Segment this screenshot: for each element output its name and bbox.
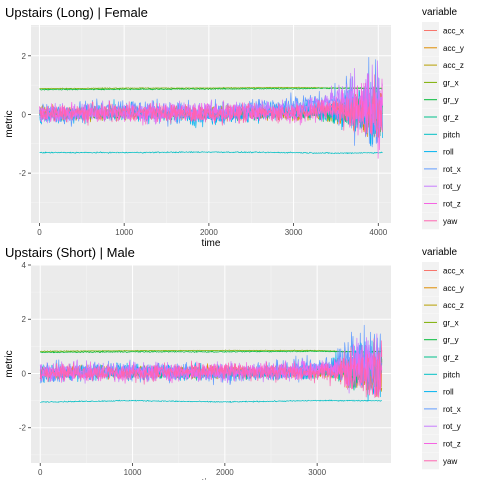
- legend-label-rot_y: rot_y: [443, 422, 461, 431]
- legend-title: variable: [422, 7, 457, 18]
- legend-label-gr_x: gr_x: [443, 318, 459, 327]
- y-tick-label: 4: [22, 261, 27, 270]
- legend-label-gr_x: gr_x: [443, 78, 459, 87]
- x-tick-label: 0: [37, 228, 42, 237]
- chart-panel-0: Upstairs (Long) | Female 0 1000 2000 3000 400…: [4, 5, 464, 249]
- y-axis-title: metric: [4, 350, 15, 377]
- legend-label-roll: roll: [443, 388, 454, 397]
- series-line-rot_z: [39, 73, 383, 159]
- legend-label-yaw: yaw: [443, 457, 457, 466]
- legend-label-acc_x: acc_x: [443, 27, 464, 36]
- y-tick-label: 0: [22, 369, 27, 378]
- series-line-pitch: [39, 151, 383, 155]
- legend-label-rot_x: rot_x: [443, 405, 461, 414]
- chart-title: Upstairs (Short) | Male: [5, 245, 135, 260]
- series-line-pitch: [40, 399, 382, 403]
- legend-label-acc_x: acc_x: [443, 267, 464, 276]
- y-tick-label: 0: [22, 110, 27, 119]
- legend-label-pitch: pitch: [443, 370, 460, 379]
- series-line-rot_y: [39, 60, 383, 131]
- legend-label-acc_y: acc_y: [443, 44, 464, 53]
- series-line-yaw: [39, 338, 383, 398]
- legend-label-yaw: yaw: [443, 217, 457, 226]
- legend-label-gr_y: gr_y: [443, 336, 459, 345]
- y-tick-label: -2: [19, 424, 27, 433]
- legend-label-roll: roll: [443, 148, 454, 157]
- y-tick-label: 2: [22, 52, 27, 61]
- series-group: [39, 324, 383, 403]
- x-axis-title: time: [202, 238, 221, 249]
- legend-label-pitch: pitch: [443, 130, 460, 139]
- series-line-gr_x: [40, 349, 382, 353]
- chart-panel-1: Upstairs (Short) | Male 0 1000 2000 3000 -2 0 2…: [4, 245, 464, 485]
- legend-label-gr_z: gr_z: [443, 113, 459, 122]
- legend-label-gr_z: gr_z: [443, 353, 459, 362]
- series-group: [39, 57, 383, 159]
- legend-label-rot_z: rot_z: [443, 200, 461, 209]
- chart-title: Upstairs (Long) | Female: [5, 5, 148, 20]
- x-tick-label: 2000: [200, 228, 218, 237]
- x-tick-label: 2000: [216, 468, 234, 477]
- x-tick-label: 3000: [285, 228, 303, 237]
- legend-label-acc_z: acc_z: [443, 61, 464, 70]
- x-tick-label: 1000: [124, 468, 142, 477]
- y-tick-label: -2: [19, 169, 27, 178]
- legend-label-gr_y: gr_y: [443, 96, 459, 105]
- y-axis-title: metric: [4, 110, 15, 137]
- legend-label-rot_z: rot_z: [443, 440, 461, 449]
- series-line-yaw: [39, 74, 383, 138]
- legend-title: variable: [422, 247, 457, 258]
- legend-label-rot_y: rot_y: [443, 182, 461, 191]
- y-tick-label: 2: [22, 315, 27, 324]
- legend: variable acc_x acc_y acc_z gr_x gr_y gr_zpitch…: [422, 247, 464, 470]
- x-tick-label: 0: [38, 468, 43, 477]
- series-line-gr_y: [39, 350, 383, 354]
- legend: variable acc_x acc_y acc_z gr_x gr_y gr_zpitch…: [422, 7, 464, 230]
- x-tick-label: 3000: [308, 468, 326, 477]
- x-tick-label: 1000: [115, 228, 133, 237]
- series-line-gr_y: [39, 87, 383, 91]
- legend-label-acc_y: acc_y: [443, 284, 464, 293]
- legend-label-acc_z: acc_z: [443, 301, 464, 310]
- plot-panel: [31, 25, 391, 223]
- legend-label-rot_x: rot_x: [443, 165, 461, 174]
- x-tick-label: 4000: [369, 228, 387, 237]
